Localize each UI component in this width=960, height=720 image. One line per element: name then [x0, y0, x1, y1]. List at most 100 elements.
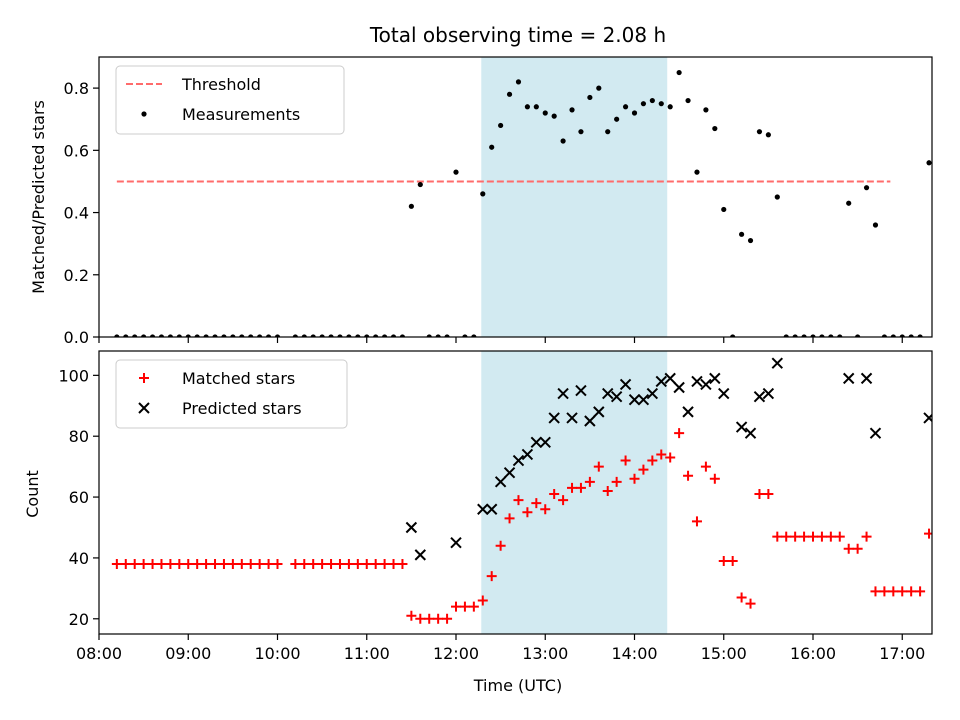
legend-entry-label: Threshold: [181, 75, 261, 94]
x-tick-label: 12:00: [433, 644, 479, 663]
measurement-point: [596, 85, 602, 91]
measurement-point: [123, 334, 129, 337]
measurement-point: [141, 334, 147, 337]
predicted-star-marker: [646, 387, 659, 400]
measurement-point: [578, 129, 584, 135]
predicted-star-marker: [744, 427, 757, 439]
matched-star-marker: [727, 555, 738, 566]
predicted-star-marker: [762, 387, 775, 400]
matched-star-marker: [334, 559, 345, 570]
measurement-point: [819, 334, 825, 337]
x-tick-label: 09:00: [165, 644, 211, 663]
predicted-star-marker: [628, 393, 641, 406]
matched-star-marker: [772, 531, 783, 542]
y-tick-label: 100: [58, 366, 89, 385]
legend-predicted-sample: [138, 402, 150, 414]
matched-star-marker: [183, 559, 194, 570]
predicted-star-marker: [842, 372, 855, 385]
predicted-star-marker: [933, 401, 943, 411]
matched-star-marker: [674, 428, 685, 439]
measurement-point: [676, 69, 682, 76]
y-tick-label: 0.2: [64, 266, 89, 285]
matched-star-marker: [406, 610, 417, 621]
measurement-point: [649, 97, 655, 104]
measurement-point: [515, 79, 522, 85]
measurement-point: [399, 334, 406, 337]
axes-frame: [98, 56, 933, 338]
matched-star-marker: [745, 598, 756, 609]
predicted-star-marker: [610, 390, 623, 403]
measurement-point: [328, 334, 334, 337]
predicted-star-marker: [709, 372, 721, 385]
measurement-point: [614, 116, 620, 122]
predicted-star-marker: [869, 427, 882, 439]
predicted-star-marker: [655, 375, 667, 388]
measurement-point: [899, 334, 905, 337]
measurement-point: [426, 334, 432, 337]
measurement-point: [221, 334, 227, 337]
measurement-point: [560, 138, 566, 144]
x-tick-label: 17:00: [879, 644, 925, 663]
plot-area: [111, 351, 943, 634]
top-panel: 0.0 0.2 0.4 0.6 0.8 Threshold Measurements: [64, 56, 958, 347]
predicted-star-marker: [691, 375, 703, 388]
matched-star-marker: [138, 559, 149, 570]
measurement-point: [346, 334, 352, 337]
measurement-point: [301, 334, 307, 337]
matched-star-marker: [915, 586, 926, 597]
measurement-point: [257, 334, 263, 337]
matched-star-marker: [825, 531, 836, 542]
measurement-point: [801, 334, 807, 337]
matched-star-marker: [343, 559, 354, 570]
measurement-point: [739, 231, 745, 237]
matched-star-marker: [495, 540, 506, 551]
matched-star-marker: [540, 504, 551, 515]
matched-star-marker: [174, 559, 185, 570]
matched-star-marker: [549, 489, 560, 500]
matched-star-marker: [558, 495, 569, 506]
matched-star-marker: [326, 559, 337, 570]
predicted-star-marker: [673, 381, 685, 394]
measurement-point: [462, 334, 468, 337]
measurement-point: [471, 334, 477, 337]
measurement-point: [248, 334, 254, 337]
matched-star-marker: [736, 592, 747, 603]
measurement-point: [587, 94, 593, 101]
measurement-point: [703, 107, 709, 113]
matched-star-marker: [424, 613, 435, 624]
matched-star-marker: [602, 485, 613, 496]
measurement-point: [953, 334, 958, 339]
matched-star-marker: [754, 489, 765, 500]
matched-star-marker: [834, 531, 845, 542]
predicted-star-marker: [771, 357, 784, 369]
measurement-point: [132, 334, 138, 337]
matched-star-marker: [870, 586, 881, 597]
predicted-star-marker: [485, 503, 498, 515]
matched-star-marker: [352, 559, 363, 570]
matched-star-marker: [620, 455, 631, 466]
matched-star-marker: [379, 559, 390, 570]
predicted-star-marker: [860, 372, 873, 385]
matched-star-marker: [236, 559, 247, 570]
measurement-point: [863, 185, 870, 191]
measurement-point: [319, 334, 325, 337]
measurement-point: [417, 181, 423, 188]
y-tick-label: 60: [69, 488, 89, 507]
measurement-point: [373, 334, 379, 337]
matched-star-marker: [691, 516, 702, 527]
measurement-point: [337, 334, 343, 337]
matched-star-marker: [816, 531, 827, 542]
matched-star-marker: [629, 473, 640, 484]
axes-frame: [98, 350, 933, 635]
measurement-point: [685, 97, 691, 104]
predicted-star-marker: [566, 412, 578, 424]
legend-matched-sample: [139, 373, 149, 383]
matched-star-marker: [861, 531, 872, 542]
matched-star-marker: [111, 559, 122, 570]
measurement-point: [408, 203, 414, 209]
matched-star-marker: [451, 601, 461, 612]
measurement-point: [265, 334, 272, 337]
predicted-star-marker: [602, 387, 614, 400]
matched-star-marker: [477, 595, 488, 606]
measurement-point: [855, 334, 861, 337]
